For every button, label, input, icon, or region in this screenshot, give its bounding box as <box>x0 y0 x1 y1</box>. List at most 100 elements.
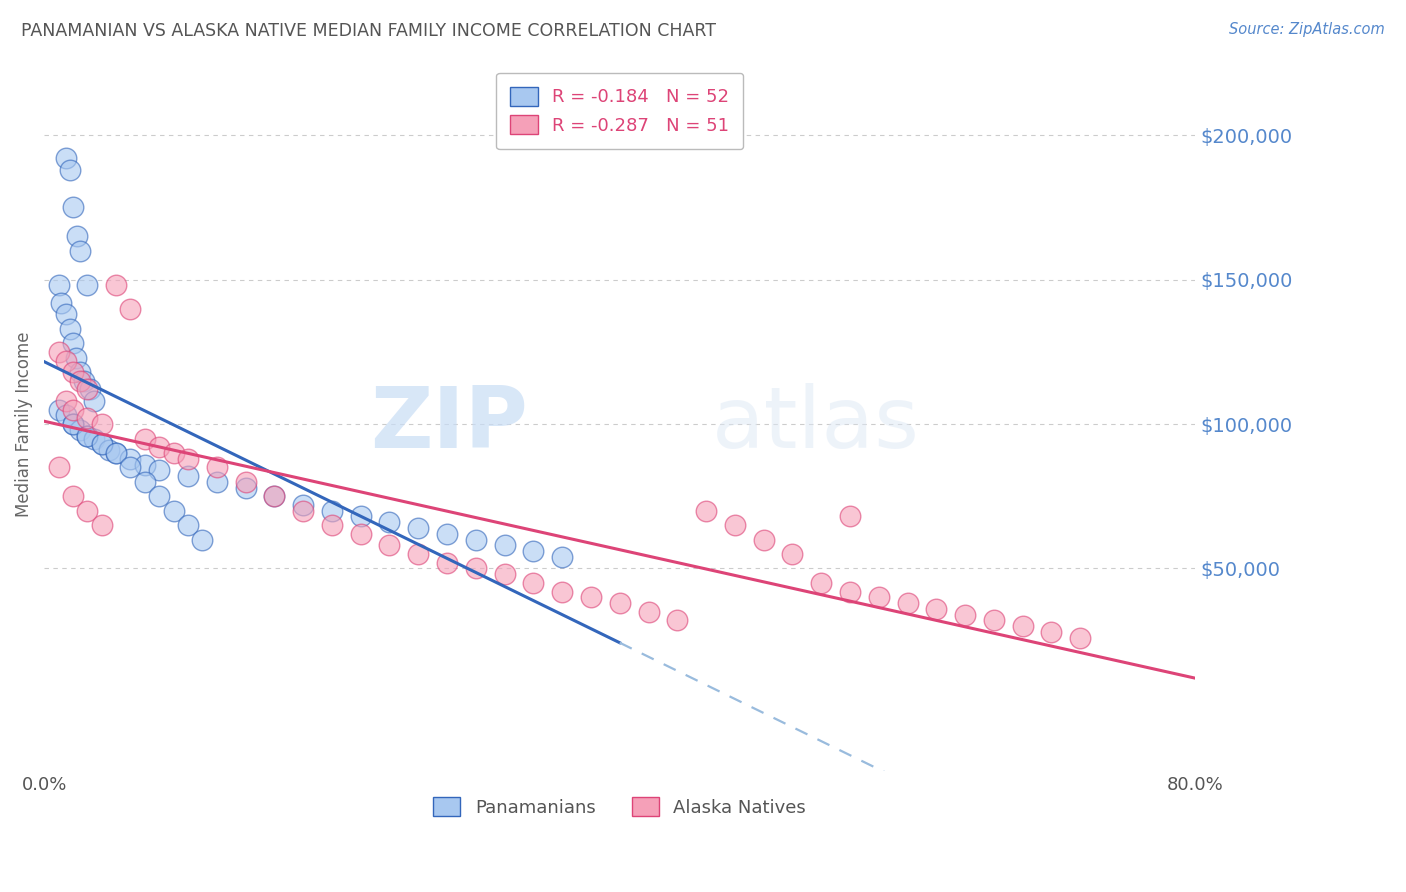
Point <box>76 428 98 442</box>
Point <box>76 383 98 397</box>
Point <box>83 432 105 446</box>
Point <box>925 602 948 616</box>
Point <box>205 475 228 489</box>
Point <box>494 538 516 552</box>
Point <box>810 576 832 591</box>
Point <box>177 469 200 483</box>
Point <box>62 417 84 431</box>
Point <box>148 440 170 454</box>
Point <box>69 423 91 437</box>
Point <box>76 428 98 442</box>
Point <box>148 489 170 503</box>
Point <box>191 533 214 547</box>
Point <box>62 417 84 431</box>
Point <box>666 614 689 628</box>
Point <box>637 605 659 619</box>
Point <box>105 446 128 460</box>
Point <box>609 596 631 610</box>
Point <box>1011 619 1033 633</box>
Point <box>69 365 91 379</box>
Legend: Panamanians, Alaska Natives: Panamanians, Alaska Natives <box>426 790 813 824</box>
Point <box>205 460 228 475</box>
Point <box>65 351 87 365</box>
Point <box>983 614 1005 628</box>
Point <box>62 365 84 379</box>
Point <box>148 463 170 477</box>
Point <box>62 489 84 503</box>
Point <box>839 584 862 599</box>
Text: atlas: atlas <box>711 383 920 466</box>
Point <box>263 489 285 503</box>
Point <box>55 394 77 409</box>
Point <box>90 417 112 431</box>
Point <box>59 322 82 336</box>
Point <box>896 596 918 610</box>
Point <box>76 504 98 518</box>
Point <box>724 518 747 533</box>
Point <box>177 451 200 466</box>
Point <box>62 336 84 351</box>
Point <box>292 504 315 518</box>
Point <box>579 591 602 605</box>
Point <box>551 584 574 599</box>
Point <box>406 547 429 561</box>
Point <box>522 576 544 591</box>
Point <box>79 383 101 397</box>
Point <box>350 526 373 541</box>
Point <box>48 344 70 359</box>
Point <box>321 504 343 518</box>
Point <box>235 481 257 495</box>
Point <box>120 451 142 466</box>
Point <box>464 533 486 547</box>
Point <box>292 498 315 512</box>
Point <box>134 432 156 446</box>
Point <box>69 244 91 258</box>
Point <box>73 374 96 388</box>
Point <box>406 521 429 535</box>
Point <box>436 526 458 541</box>
Point <box>235 475 257 489</box>
Point <box>464 561 486 575</box>
Point <box>436 556 458 570</box>
Point <box>120 460 142 475</box>
Point <box>76 411 98 425</box>
Point <box>90 437 112 451</box>
Point <box>868 591 890 605</box>
Point <box>321 518 343 533</box>
Point <box>48 402 70 417</box>
Point <box>55 307 77 321</box>
Point <box>752 533 775 547</box>
Point <box>695 504 717 518</box>
Point <box>120 301 142 316</box>
Point <box>76 278 98 293</box>
Point <box>839 509 862 524</box>
Point <box>162 504 184 518</box>
Point <box>1069 631 1091 645</box>
Point <box>69 374 91 388</box>
Point <box>66 229 89 244</box>
Point <box>62 402 84 417</box>
Text: ZIP: ZIP <box>370 383 527 466</box>
Point <box>83 394 105 409</box>
Point <box>55 353 77 368</box>
Point <box>90 437 112 451</box>
Point <box>350 509 373 524</box>
Point <box>59 162 82 177</box>
Point <box>1040 625 1063 640</box>
Text: PANAMANIAN VS ALASKA NATIVE MEDIAN FAMILY INCOME CORRELATION CHART: PANAMANIAN VS ALASKA NATIVE MEDIAN FAMIL… <box>21 22 716 40</box>
Point <box>494 567 516 582</box>
Point <box>134 475 156 489</box>
Point <box>55 151 77 165</box>
Point <box>55 409 77 423</box>
Point <box>522 544 544 558</box>
Point <box>263 489 285 503</box>
Point <box>90 518 112 533</box>
Point <box>551 549 574 564</box>
Point <box>953 607 976 622</box>
Point <box>62 201 84 215</box>
Point <box>134 458 156 472</box>
Point <box>97 443 120 458</box>
Point <box>177 518 200 533</box>
Point <box>378 516 401 530</box>
Point <box>162 446 184 460</box>
